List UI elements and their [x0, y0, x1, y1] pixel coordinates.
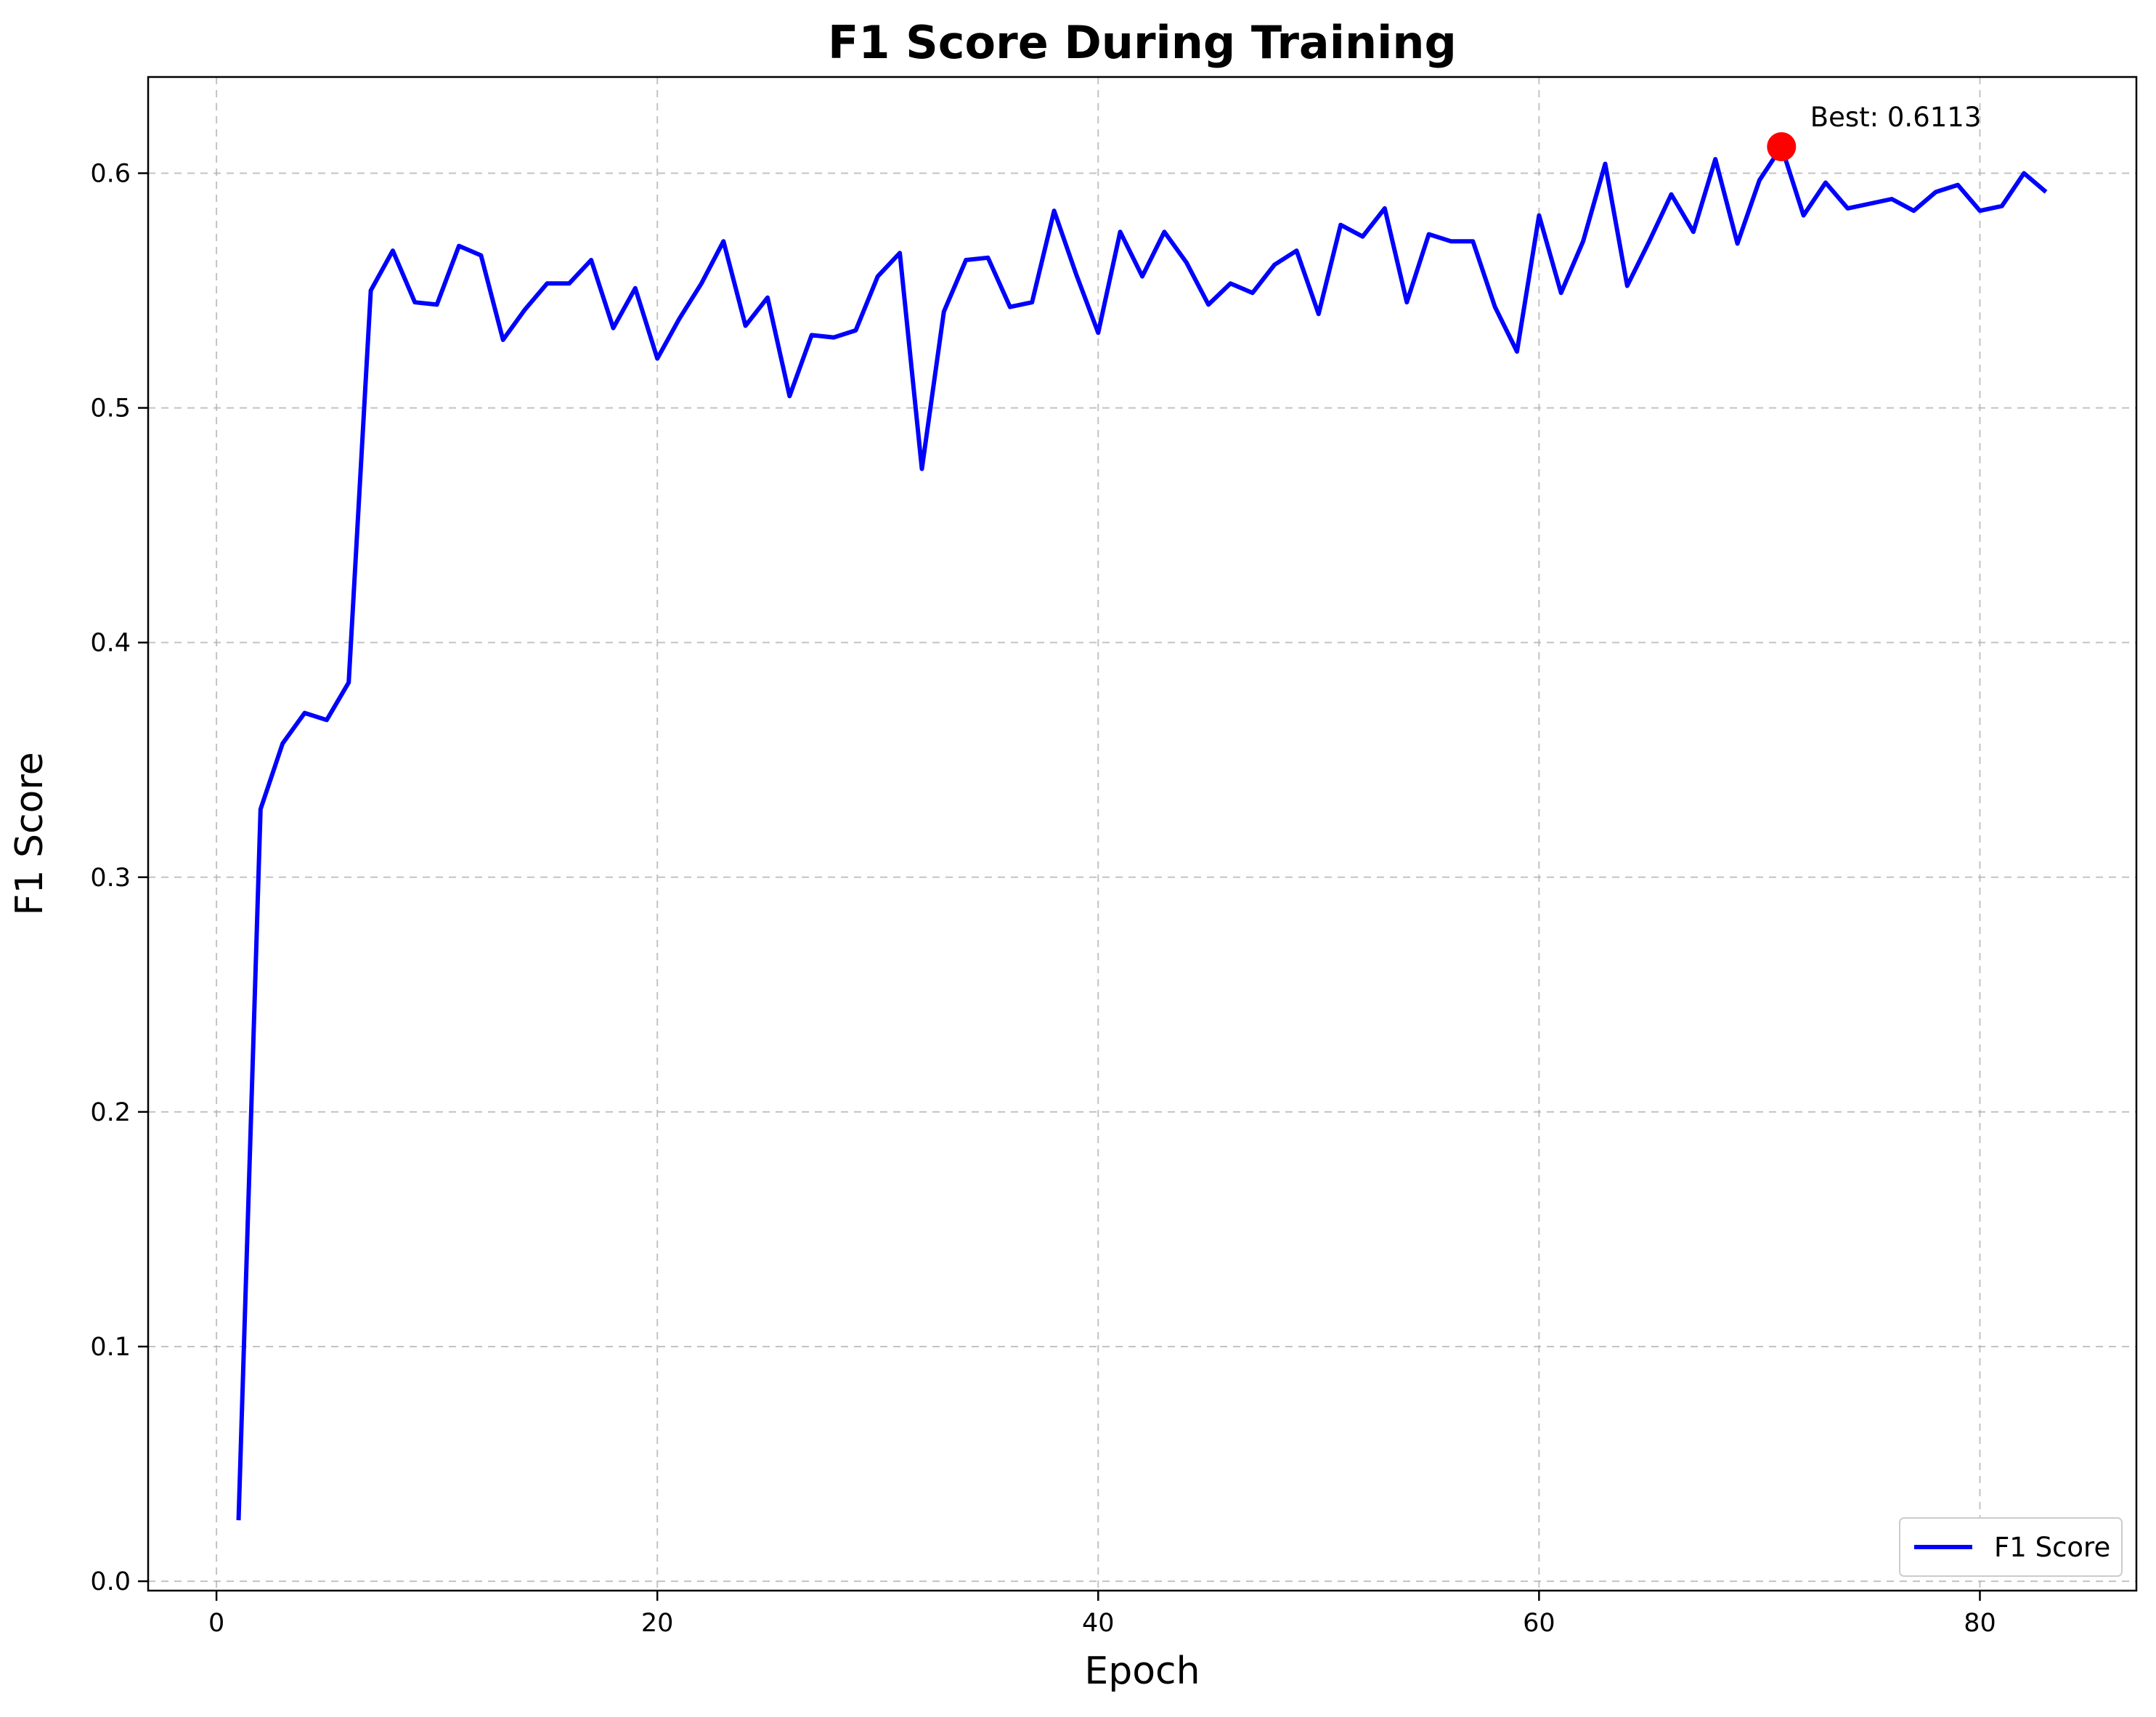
axis-ticks: 0 20 40 60 80 0.0 0.1 0.2 0.3 0.4 0.5 0.6 [90, 159, 1996, 1638]
chart-title: F1 Score During Training [828, 16, 1457, 69]
best-annotation: Best: 0.6113 [1810, 102, 1982, 133]
plot-frame [147, 76, 2138, 1592]
legend-label: F1 Score [1994, 1532, 2110, 1563]
y-tick-label: 0.1 [90, 1333, 131, 1362]
x-tick-label: 40 [1082, 1609, 1115, 1638]
y-tick-label: 0.5 [90, 394, 131, 423]
y-tick-label: 0.2 [90, 1098, 131, 1127]
x-axis-label: Epoch [1084, 1649, 1200, 1693]
y-tick-label: 0.0 [90, 1567, 131, 1596]
x-tick-label: 20 [641, 1609, 674, 1638]
legend: F1 Score [1899, 1517, 2123, 1577]
best-point-marker [1767, 131, 1797, 161]
x-tick-label: 80 [1964, 1609, 1996, 1638]
x-tick-label: 60 [1523, 1609, 1555, 1638]
y-axis-label: F1 Score [8, 752, 52, 915]
y-tick-label: 0.4 [90, 629, 131, 658]
x-tick-label: 0 [208, 1609, 224, 1638]
legend-box [1899, 1517, 2123, 1577]
grid [148, 77, 2136, 1591]
y-tick-label: 0.6 [90, 159, 131, 188]
series-line-f1-score [236, 145, 2048, 1521]
plot-area [236, 131, 2048, 1521]
y-tick-label: 0.3 [90, 864, 131, 893]
